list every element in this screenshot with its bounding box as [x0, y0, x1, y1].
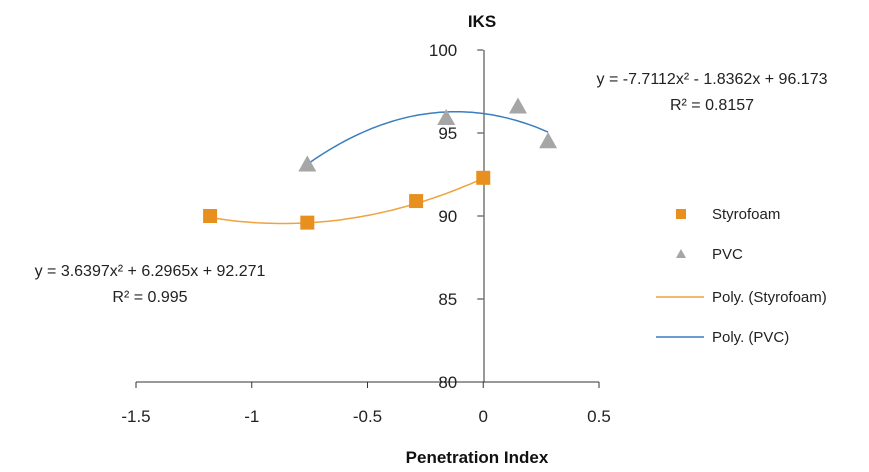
legend-label-pvc: PVC: [712, 246, 743, 263]
x-tick-label: 0: [479, 407, 488, 426]
point-pvc: [298, 155, 317, 172]
chart-title: IKS: [468, 12, 496, 31]
y-tick-label: 85: [438, 290, 457, 309]
point-pvc: [508, 97, 527, 114]
x-ticks: -1.5 -1 -0.5 0 0.5: [121, 382, 611, 426]
legend-marker-pvc: [676, 249, 686, 258]
styrofoam-r2: R² = 0.995: [112, 289, 187, 306]
y-tick-label: 90: [438, 207, 457, 226]
styrofoam-equation: y = 3.6397x² + 6.2965x + 92.271: [35, 263, 266, 280]
pvc-r2: R² = 0.8157: [670, 97, 754, 114]
legend-label-styrofoam: Styrofoam: [712, 206, 780, 223]
trendline-pvc: [306, 110, 549, 165]
x-tick-label: -1.5: [121, 407, 150, 426]
x-tick-label: -1: [244, 407, 259, 426]
y-tick-label: 100: [429, 41, 457, 60]
legend-label-poly-pvc: Poly. (PVC): [712, 329, 789, 346]
x-tick-label: 0.5: [587, 407, 611, 426]
point-styrofoam: [300, 215, 315, 230]
legend-marker-styrofoam: [676, 209, 686, 219]
legend: Styrofoam PVC Poly. (Styrofoam) Poly. (P…: [656, 206, 827, 346]
trendline-styrofoam: [209, 177, 484, 225]
point-pvc: [437, 109, 456, 126]
y-ticks: 80 85 90 95 100: [429, 41, 484, 392]
point-styrofoam: [203, 209, 218, 223]
x-axis-label: Penetration Index: [406, 448, 549, 467]
trendlines: [209, 110, 549, 225]
y-tick-label: 80: [438, 373, 457, 392]
pvc-equation: y = -7.7112x² - 1.8362x + 96.173: [597, 71, 828, 88]
point-pvc: [539, 132, 558, 149]
point-styrofoam: [476, 170, 491, 185]
markers: [203, 97, 558, 230]
y-tick-label: 95: [438, 124, 457, 143]
point-styrofoam: [409, 194, 424, 209]
x-tick-label: -0.5: [353, 407, 382, 426]
legend-label-poly-styrofoam: Poly. (Styrofoam): [712, 289, 827, 306]
